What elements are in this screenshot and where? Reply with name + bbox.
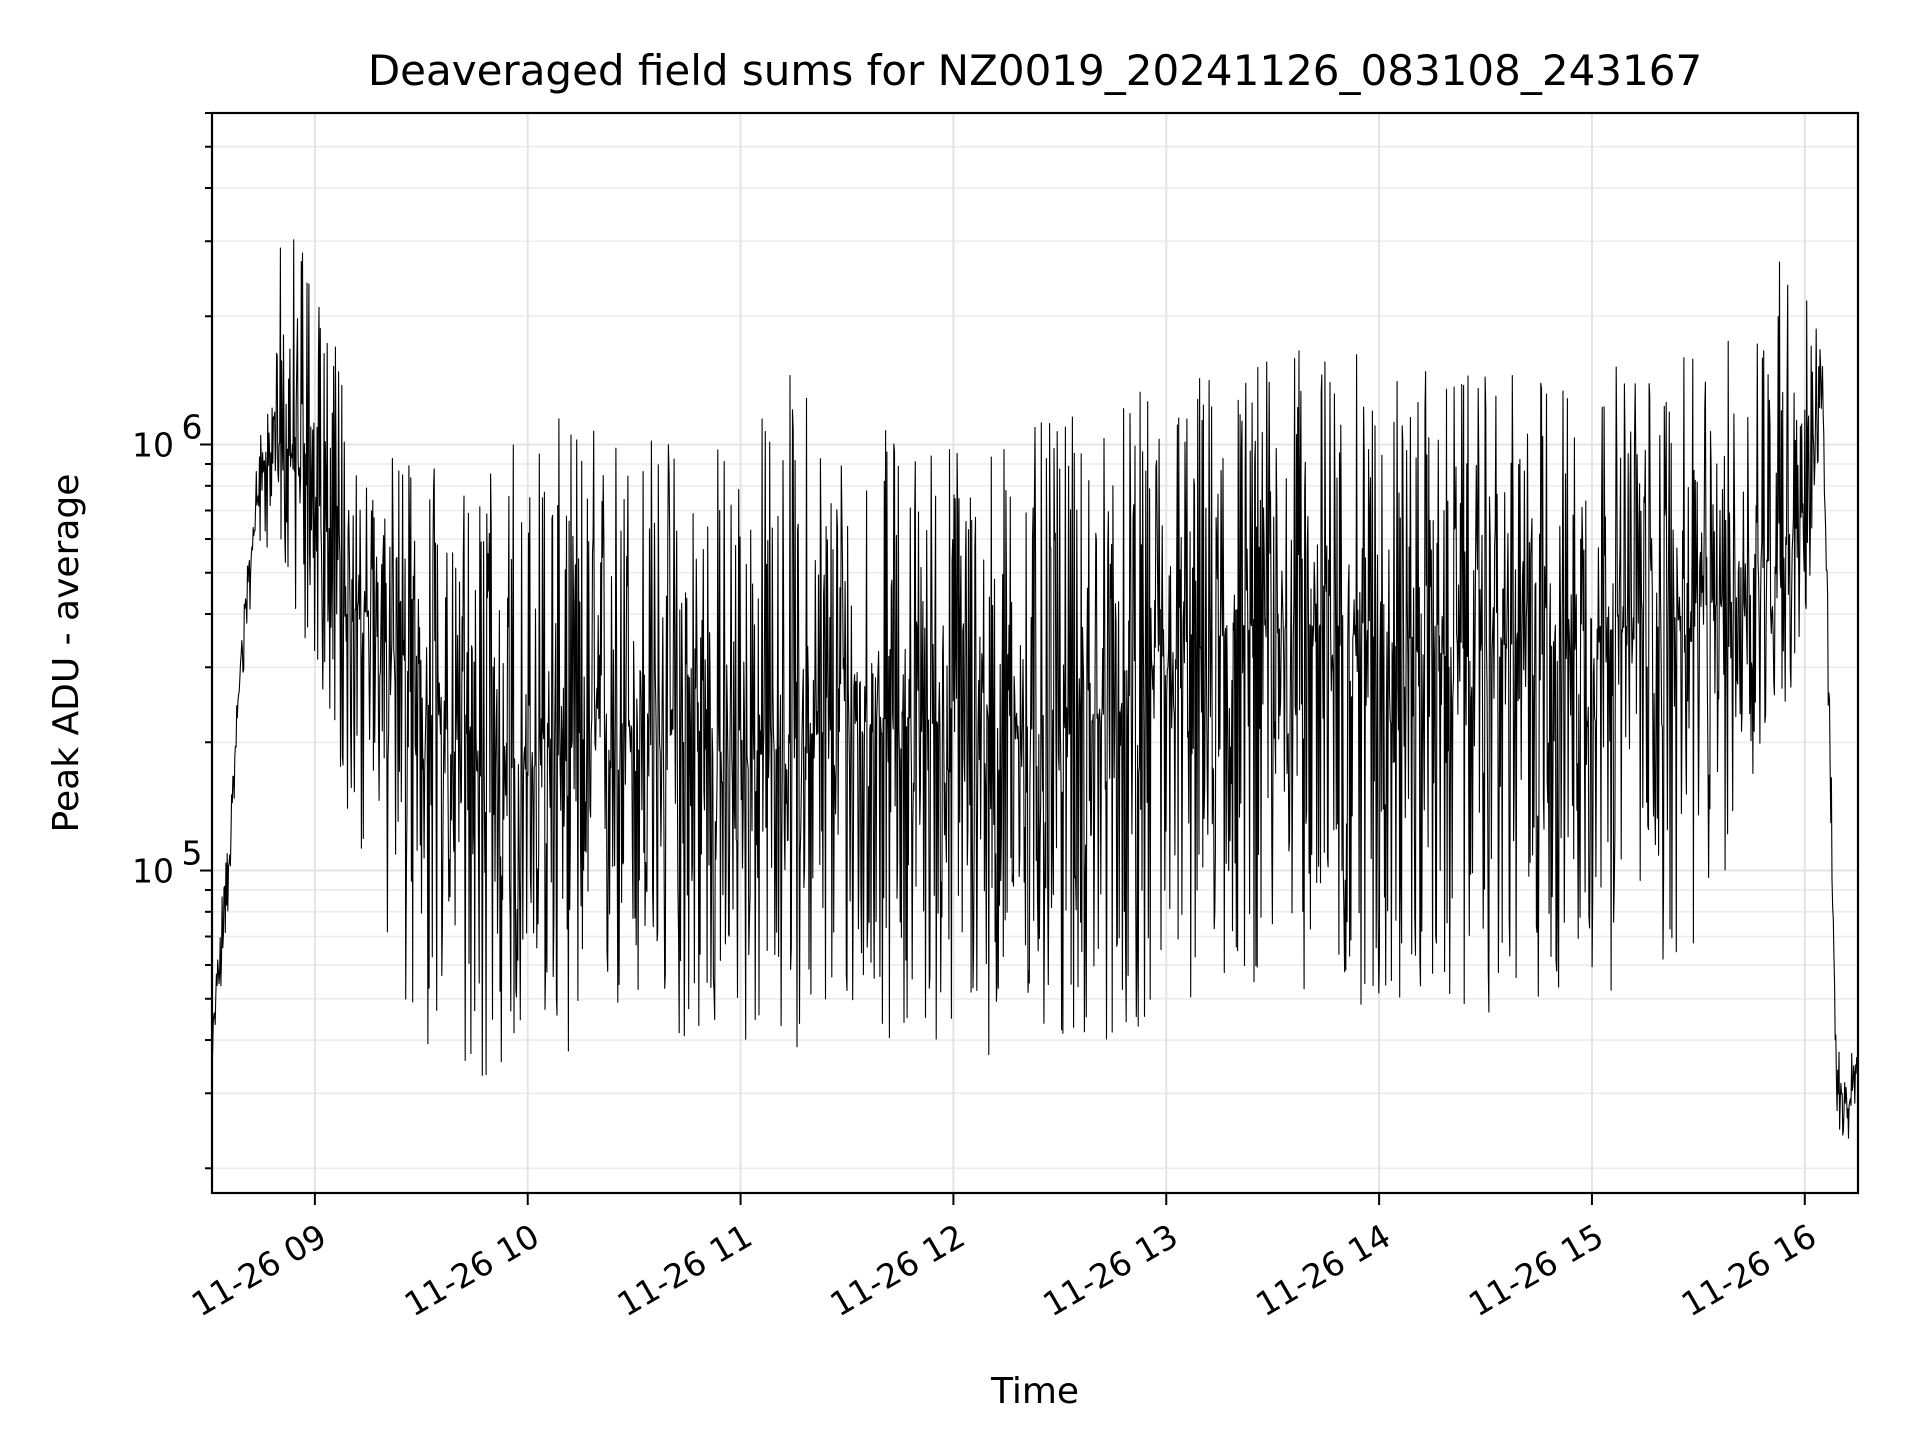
data-line <box>211 239 1859 1139</box>
plot-frame <box>210 111 1860 1195</box>
y-axis-label: Peak ADU - average <box>46 474 87 833</box>
y-tick-label: 10 <box>132 852 174 891</box>
chart-title: Deaveraged field sums for NZ0019_2024112… <box>368 46 1702 95</box>
y-tick-label: 10 <box>132 426 174 465</box>
x-axis-label: Time <box>990 1371 1079 1412</box>
y-tick-label-exponent: 5 <box>182 834 203 873</box>
data-series <box>211 239 1859 1139</box>
y-tick-label-exponent: 6 <box>182 408 203 447</box>
